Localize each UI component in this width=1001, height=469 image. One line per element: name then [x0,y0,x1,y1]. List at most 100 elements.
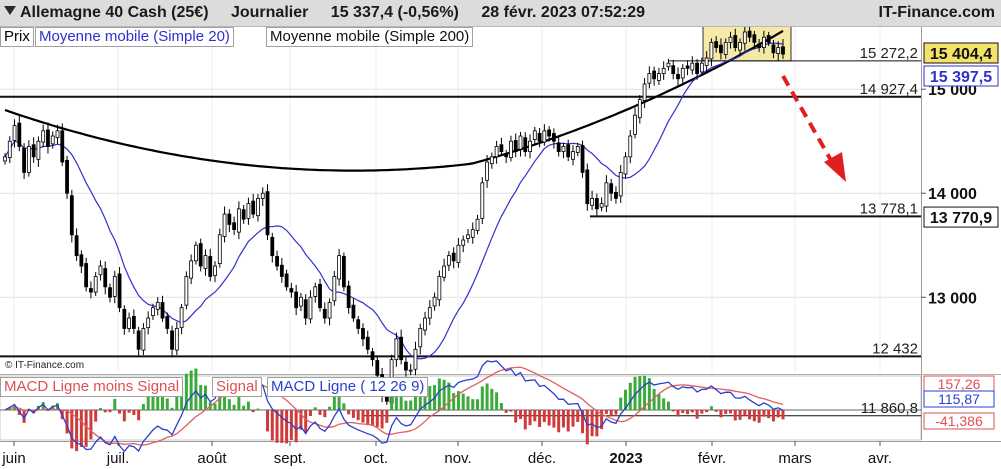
candle-body-36 [174,328,179,351]
legend-ma20[interactable]: Moyenne mobile (Simple 20) [35,27,234,47]
candle-body-151 [723,41,728,55]
candle-body-61 [294,291,299,309]
level-label-4: 12 432 [872,340,918,357]
macd-bar-34 [165,398,169,410]
macd-bar-28 [137,410,141,421]
macd-bar-88 [423,384,427,410]
candle-body-102 [489,156,494,165]
price-tag-2: 13 770,9 [930,210,992,227]
candle-body-98 [470,229,475,238]
candle-body-96 [461,239,466,246]
candle-body-37 [179,307,184,329]
candle-body-22 [108,287,112,298]
candle-body-71 [341,256,346,288]
legend-macd-line[interactable]: MACD Ligne ( 12 26 9) [267,377,429,397]
candle-body-99 [475,218,480,231]
candle-body-32 [155,302,160,310]
macd-bar-159 [762,410,766,417]
legend-macd-signal[interactable]: Signal [212,377,262,397]
candle-body-35 [170,330,174,350]
macd-bar-117 [561,410,565,428]
candle-body-70 [337,255,342,280]
x-tick-label-6: déc. [528,450,556,467]
title-bar: Allemagne 40 Cash (25€) Journalier 15 33… [0,0,1001,27]
macd-tag-1: 115,87 [938,391,980,407]
macd-bar-76 [366,410,370,426]
candle-body-56 [270,236,275,257]
candle-body-138 [661,67,666,74]
macd-main-line [4,360,784,453]
macd-bar-67 [323,410,327,418]
macd-bar-127 [609,410,613,416]
candle-body-137 [657,73,661,81]
macd-bar-10 [51,405,55,410]
legend-price[interactable]: Prix [0,27,34,47]
macd-bar-106 [509,410,513,412]
legend-ma200[interactable]: Moyenne mobile (Simple 200) [266,27,474,47]
candle-body-89 [427,307,432,319]
macd-bar-158 [757,410,761,423]
candle-body-29 [141,328,146,351]
macd-bar-0 [3,410,7,411]
macd-bar-125 [600,410,604,430]
candle-body-85 [408,369,413,372]
candle-body-17 [84,263,89,288]
macd-bar-119 [571,410,575,427]
candle-body-46 [222,213,227,237]
candle-body-6 [31,144,36,158]
x-tick-label-7: 2023 [609,450,642,467]
candle-body-49 [236,208,241,233]
macd-bar-51 [246,401,250,410]
macd-bar-45 [218,393,222,410]
macd-bar-31 [151,389,155,410]
candle-body-76 [365,336,370,350]
candle-body-113 [542,130,547,143]
candle-body-84 [404,361,408,371]
macd-bar-110 [528,410,532,426]
macd-bar-103 [495,392,499,410]
candle-body-39 [189,260,194,279]
macd-bar-47 [227,399,231,410]
macd-bar-61 [294,410,298,443]
macd-bar-37 [180,386,184,410]
candle-body-124 [594,198,599,210]
macd-bar-78 [375,410,379,428]
macd-bar-21 [103,410,107,413]
legend-macd-histogram[interactable]: MACD Ligne moins Signal [0,377,184,397]
candle-body-65 [313,286,318,297]
candle-body-64 [308,296,313,320]
level-label-5: 11 860,8 [861,400,918,417]
candle-body-28 [136,330,141,350]
candle-body-125 [599,203,604,208]
candle-body-55 [265,191,270,236]
candle-body-0 [3,156,7,162]
macd-bar-157 [752,410,756,422]
macd-bar-141 [676,410,680,417]
macd-bar-118 [566,410,570,432]
candle-body-20 [98,265,103,276]
macd-bar-87 [418,384,422,410]
macd-bar-152 [728,410,732,414]
candle-body-14 [69,195,74,236]
candle-body-127 [609,183,614,194]
candle-body-72 [346,285,351,309]
x-tick-label-2: août [197,450,227,467]
macd-bar-130 [623,389,627,410]
macd-bar-140 [671,410,675,412]
price-tag-box-0 [923,42,999,64]
macd-bar-73 [351,410,355,418]
macd-bar-27 [132,410,136,415]
candle-body-27 [131,315,136,329]
candle-body-97 [466,234,470,239]
candle-body-83 [399,336,404,361]
macd-bar-120 [576,410,580,422]
quote-datetime: 28 févr. 2023 07:52:29 [481,4,646,21]
macd-bar-32 [156,385,160,410]
candle-body-51 [246,203,251,219]
dropdown-triangle-icon[interactable] [4,6,16,15]
level-label-2: 14 927,4 [860,81,918,98]
macd-bar-85 [409,400,413,410]
candle-body-132 [633,114,637,135]
candle-body-67 [322,308,327,319]
